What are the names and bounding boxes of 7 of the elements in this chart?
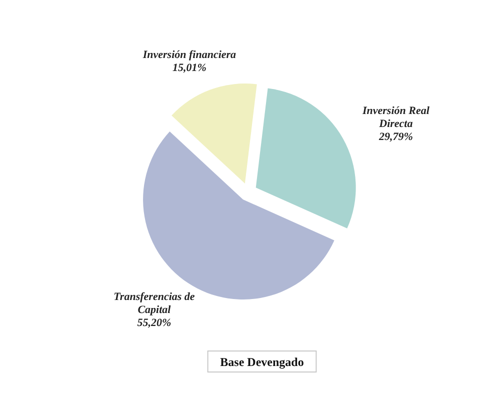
data-label: 55,20% [137,316,172,329]
data-label: 15,01% [172,62,206,74]
slice-label: Inversión financiera [142,49,237,62]
slice-label: Inversión Real Directa [361,105,430,130]
text: Base Devengado [220,355,304,369]
slice-label: Transferencias de Capital [114,290,195,316]
data-label: 29,79% [378,131,413,144]
